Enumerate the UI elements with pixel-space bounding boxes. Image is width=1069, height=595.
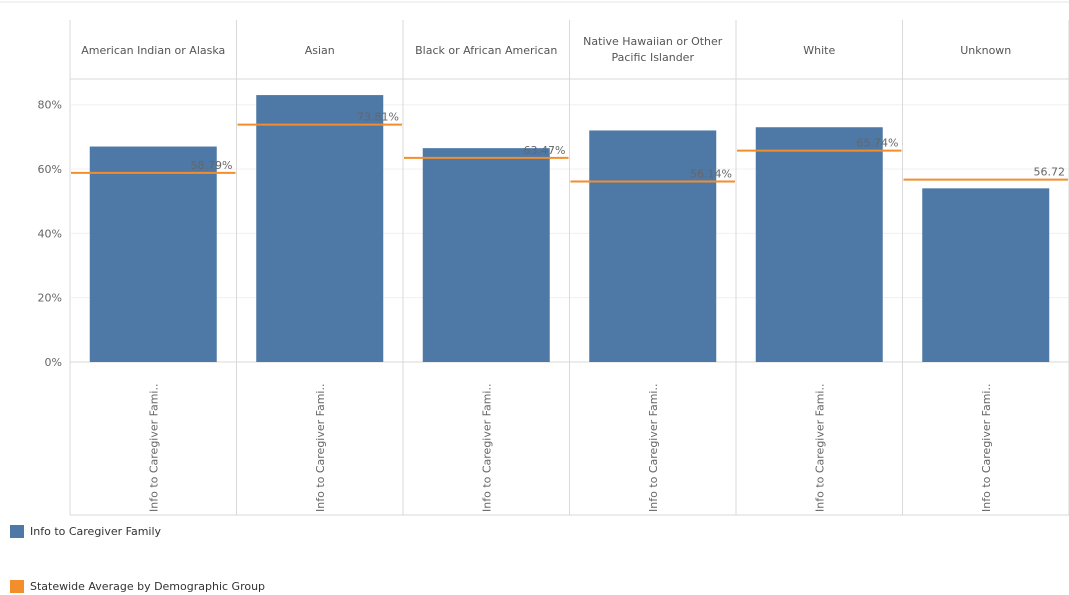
average-label: 73.81%	[357, 111, 399, 124]
column-header-label: Pacific Islander	[612, 51, 695, 64]
column-header-label: Black or African American	[415, 44, 557, 57]
bar	[256, 95, 384, 363]
x-tick-label: Info to Caregiver Fami..	[147, 384, 160, 512]
column-header-label: Native Hawaiian or Other	[583, 35, 723, 48]
bar	[89, 146, 217, 362]
legend-swatch-average	[10, 580, 24, 593]
bar	[589, 130, 717, 362]
y-tick-label: 80%	[38, 99, 62, 112]
bar	[922, 188, 1050, 362]
column-header-label: White	[803, 44, 835, 57]
column-header-label: Asian	[305, 44, 335, 57]
legend-item-bars[interactable]: Info to Caregiver Family	[10, 525, 161, 538]
x-tick-label: Info to Caregiver Fami..	[813, 384, 826, 512]
legend-label-bars: Info to Caregiver Family	[30, 525, 162, 538]
bar	[755, 127, 883, 362]
x-tick-label: Info to Caregiver Fami..	[647, 384, 660, 512]
chart: 0% 20% 40% 60% 80% American Indian or Alaska 5…	[0, 1, 1069, 516]
y-tick-label: 0%	[45, 356, 62, 369]
x-tick-label: Info to Caregiver Fami..	[480, 384, 493, 512]
average-label: 56.72	[1034, 166, 1066, 179]
column-header-label: American Indian or Alaska	[81, 44, 225, 57]
column-header-label: Unknown	[960, 44, 1011, 57]
y-tick-label: 40%	[38, 227, 62, 240]
average-label: 58.79%	[191, 159, 233, 172]
bar	[422, 148, 550, 362]
x-tick-label: Info to Caregiver Fami..	[980, 384, 993, 512]
legend-swatch-bars	[10, 525, 24, 538]
y-tick-label: 60%	[38, 163, 62, 176]
y-tick-label: 20%	[38, 292, 62, 305]
legend-item-average[interactable]: Statewide Average by Demographic Group	[10, 580, 265, 593]
average-label: 65.74%	[857, 137, 899, 150]
x-tick-label: Info to Caregiver Fami..	[314, 384, 327, 512]
average-label: 63.47%	[524, 144, 566, 157]
average-label: 56.14%	[690, 167, 732, 180]
legend-label-average: Statewide Average by Demographic Group	[30, 580, 266, 593]
